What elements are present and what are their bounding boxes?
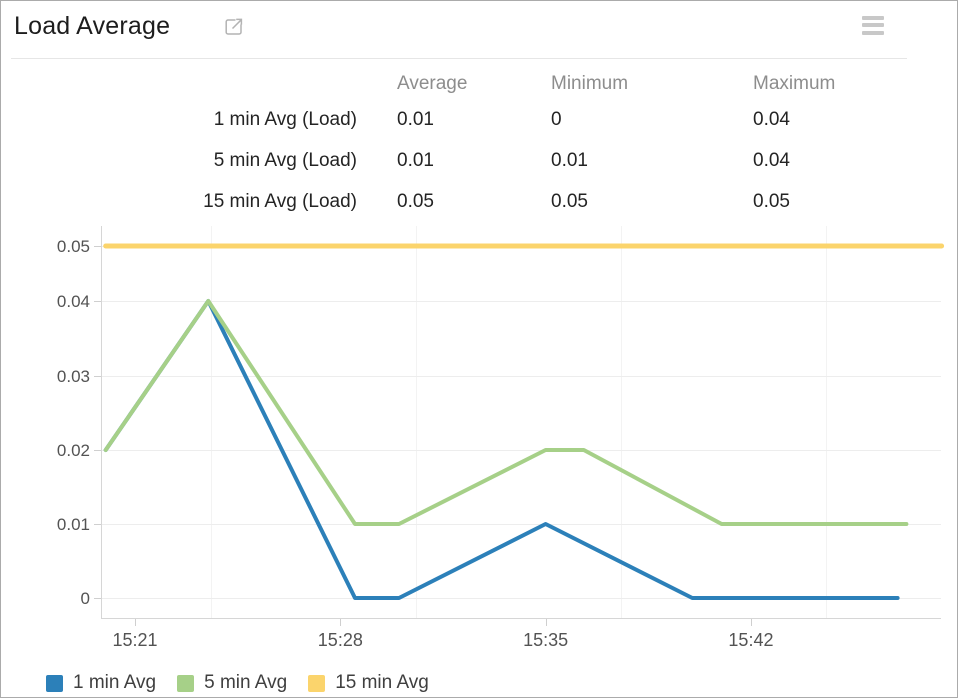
stats-col-maximum: Maximum: [753, 73, 836, 94]
hamburger-bar: [862, 23, 884, 28]
row-label: 1 min Avg (Load): [213, 108, 357, 130]
x-axis-tick-label: 15:28: [318, 630, 363, 650]
cell-maximum: 0.04: [753, 108, 790, 130]
series-line-1-min-avg[interactable]: [103, 299, 900, 600]
legend-label: 1 min Avg: [73, 672, 157, 693]
stats-col-minimum: Minimum: [551, 73, 629, 94]
legend-swatch-yellow: [308, 674, 326, 692]
legend-swatch-green: [177, 674, 195, 692]
x-axis-tick-label: 15:35: [523, 630, 568, 650]
header-divider: [11, 58, 907, 59]
x-axis-tick-label: 15:21: [112, 630, 157, 650]
cell-minimum: 0: [551, 108, 562, 130]
stats-header-row: Average Minimum Maximum: [1, 69, 901, 99]
table-row: 5 min Avg (Load) 0.01 0.01 0.04: [1, 140, 901, 181]
y-axis-tick-label: 0.03: [57, 367, 90, 386]
y-axis-tick-label: 0.05: [57, 237, 90, 256]
cell-average: 0.01: [397, 149, 434, 171]
cell-minimum: 0.01: [551, 149, 588, 171]
row-label: 15 min Avg (Load): [203, 190, 357, 212]
hamburger-bar: [862, 16, 884, 21]
y-axis-tick-label: 0.02: [57, 441, 90, 460]
series-line-5-min-avg[interactable]: [103, 299, 909, 526]
legend-item-5min-avg[interactable]: 5 min Avg: [177, 672, 287, 694]
stats-table: Average Minimum Maximum 1 min Avg (Load)…: [1, 69, 901, 222]
cell-average: 0.01: [397, 108, 434, 130]
table-row: 15 min Avg (Load) 0.05 0.05 0.05: [1, 181, 901, 222]
cell-maximum: 0.04: [753, 149, 790, 171]
legend-item-15min-avg[interactable]: 15 min Avg: [308, 672, 429, 694]
hamburger-menu-icon[interactable]: [862, 16, 884, 36]
row-label: 5 min Avg (Load): [213, 149, 357, 171]
stats-col-average: Average: [397, 73, 468, 94]
y-axis-tick-label: 0.01: [57, 515, 90, 534]
table-row: 1 min Avg (Load) 0.01 0 0.04: [1, 99, 901, 140]
legend-item-1min-avg[interactable]: 1 min Avg: [46, 672, 156, 694]
y-axis-tick-label: 0.04: [57, 292, 90, 311]
legend-swatch-blue: [46, 674, 63, 692]
page-title: Load Average: [14, 12, 171, 40]
y-axis-tick-label: 0: [81, 589, 90, 608]
chart-legend: 1 min Avg 5 min Avg 15 min Avg: [46, 672, 450, 694]
legend-label: 5 min Avg: [204, 672, 288, 693]
cell-minimum: 0.05: [551, 190, 588, 212]
x-axis-tick-label: 15:42: [728, 630, 773, 650]
hamburger-bar: [862, 30, 884, 35]
cell-maximum: 0.05: [753, 190, 790, 212]
legend-label: 15 min Avg: [335, 672, 429, 693]
cell-average: 0.05: [397, 190, 434, 212]
external-link-icon[interactable]: [223, 16, 245, 38]
